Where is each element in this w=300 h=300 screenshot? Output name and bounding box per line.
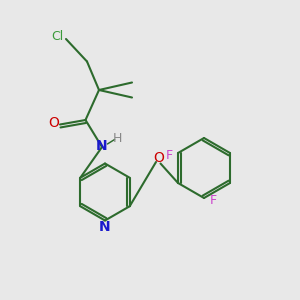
Text: N: N xyxy=(99,220,111,234)
Text: N: N xyxy=(96,139,108,152)
Text: O: O xyxy=(154,151,164,164)
Text: O: O xyxy=(49,116,59,130)
Text: F: F xyxy=(166,149,172,163)
Text: Cl: Cl xyxy=(51,29,63,43)
Text: F: F xyxy=(209,194,217,208)
Text: H: H xyxy=(112,131,122,145)
